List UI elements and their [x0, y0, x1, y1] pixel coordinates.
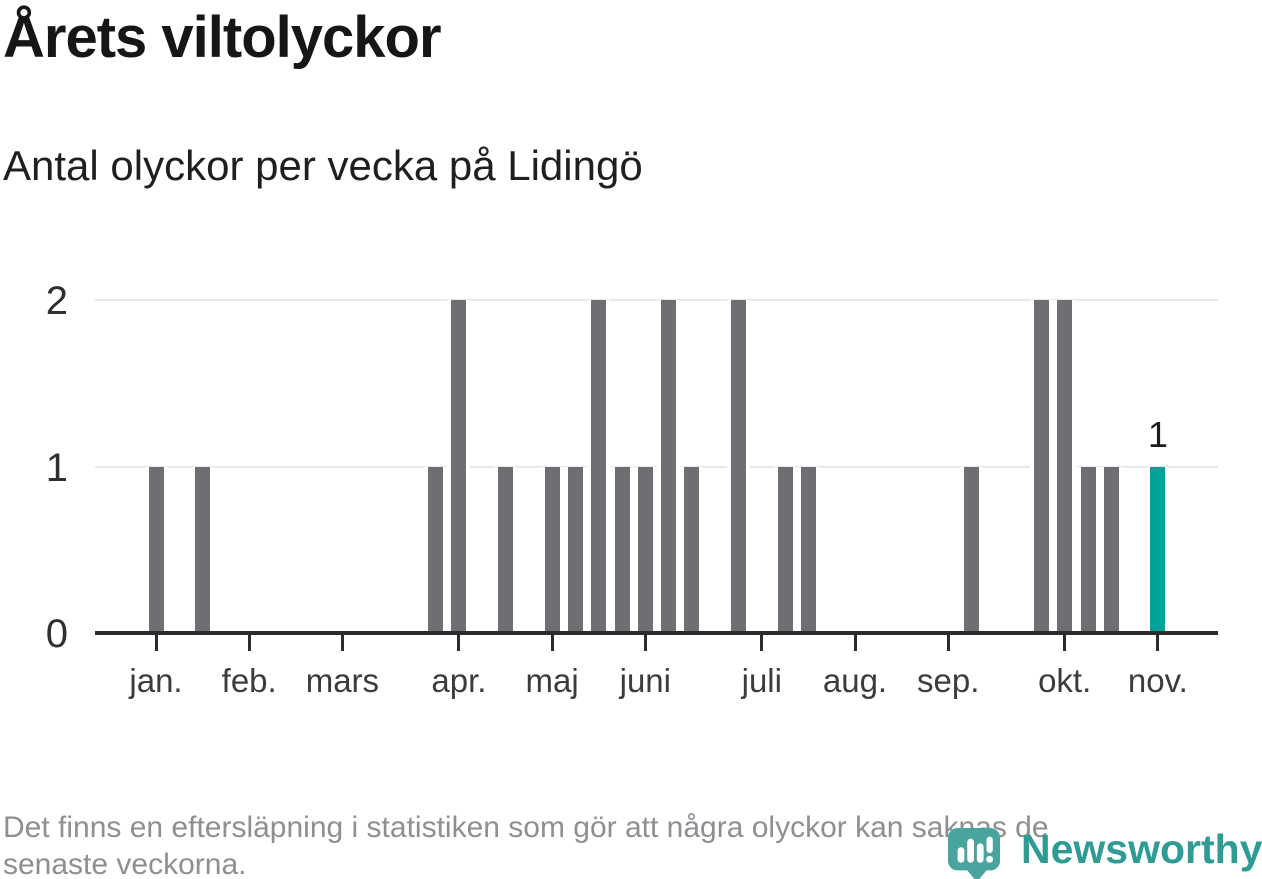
x-axis-line	[95, 631, 1218, 635]
bar-week-13	[424, 466, 448, 632]
x-axis-tick-juni	[643, 635, 647, 651]
x-axis-label-sep: sep.	[917, 662, 980, 699]
bar-week-22	[633, 466, 657, 632]
footer-note: Det finns en eftersläpning i statistiken…	[3, 809, 1049, 879]
newsworthy-chart-bubble-icon	[947, 828, 1001, 879]
x-axis-tick-aug	[853, 635, 857, 651]
bar-week-29	[796, 466, 820, 632]
bar-week-16	[494, 466, 517, 632]
bar	[591, 300, 607, 632]
x-axis-tick-feb	[247, 635, 251, 651]
bar	[661, 300, 677, 632]
bar	[800, 466, 816, 632]
bar	[195, 466, 211, 632]
bar	[1033, 300, 1049, 632]
x-axis-label-juni: juni	[619, 662, 671, 699]
bar-week-28	[773, 466, 797, 632]
x-axis-label-apr: apr.	[431, 662, 487, 699]
bar	[567, 466, 583, 632]
bar-week-44-highlight	[1146, 466, 1170, 632]
bar-week-3	[191, 466, 215, 632]
x-axis-label-mars: mars	[305, 662, 380, 699]
bar-week-19	[563, 466, 587, 632]
bar	[1080, 466, 1096, 632]
footer-note-line1: Det finns en eftersläpning i statistiken…	[3, 811, 1049, 844]
bar-week-41	[1076, 466, 1100, 632]
newsworthy-logo-text: Newsworthy	[1021, 826, 1262, 872]
bar	[614, 466, 630, 632]
page-title: Årets viltolyckor	[3, 5, 442, 70]
bar	[428, 466, 444, 632]
bar	[1103, 466, 1119, 632]
x-axis-tick-okt	[1063, 635, 1067, 651]
highlighted-bar-value-label: 1	[1147, 413, 1168, 455]
bar-week-18	[540, 466, 564, 632]
bar	[498, 466, 513, 632]
bar-chart-plot-area: 0 1 2 jan. feb. mars apr. maj juni juli aug. sep. ok…	[45, 279, 1218, 699]
bar-week-26	[727, 300, 750, 632]
x-axis-label-juli: juli	[741, 662, 782, 699]
bar	[1057, 300, 1073, 632]
highlighted-bar	[1150, 466, 1166, 632]
bar-week-24	[680, 466, 704, 632]
x-axis-label-maj: maj	[525, 662, 579, 699]
x-axis-tick-maj	[550, 635, 554, 651]
bar	[684, 466, 700, 632]
bar-week-20	[587, 300, 611, 632]
bar-week-42	[1099, 466, 1123, 632]
x-axis-tick-juli	[760, 635, 764, 651]
gridline-y2	[95, 299, 1218, 301]
chart-subtitle: Antal olyckor per vecka på Lidingö	[3, 142, 643, 189]
y-axis-label-1: 1	[45, 445, 68, 490]
bar	[637, 466, 653, 632]
newsworthy-logo: Newsworthy	[947, 826, 1262, 879]
bar	[544, 466, 560, 632]
x-axis-tick-sep	[946, 635, 950, 651]
bar	[451, 300, 467, 632]
x-axis-label-okt: okt.	[1038, 662, 1092, 699]
bar-week-1	[144, 466, 168, 632]
bar-week-40	[1053, 300, 1077, 632]
y-axis-label-2: 2	[45, 279, 68, 323]
bar-week-39	[1029, 300, 1053, 632]
bar-week-36	[960, 466, 983, 632]
y-axis-label-0: 0	[45, 612, 68, 656]
bar-week-14	[447, 300, 471, 632]
x-axis-tick-apr	[457, 635, 461, 651]
x-axis-label-nov: nov.	[1127, 662, 1188, 699]
bar	[964, 466, 979, 632]
bar-week-23	[657, 300, 681, 632]
bar	[731, 300, 746, 632]
x-axis-tick-mars	[340, 635, 344, 651]
x-axis-label-aug: aug.	[822, 662, 888, 699]
bar	[148, 466, 164, 632]
footer-note-line2: senaste veckorna.	[3, 848, 247, 879]
bar-week-21	[610, 466, 634, 632]
x-axis-label-feb: feb.	[221, 662, 277, 699]
x-axis-tick-nov	[1156, 635, 1160, 651]
x-axis-tick-jan	[154, 635, 158, 651]
x-axis-label-jan: jan.	[129, 662, 183, 699]
bar	[777, 466, 793, 632]
